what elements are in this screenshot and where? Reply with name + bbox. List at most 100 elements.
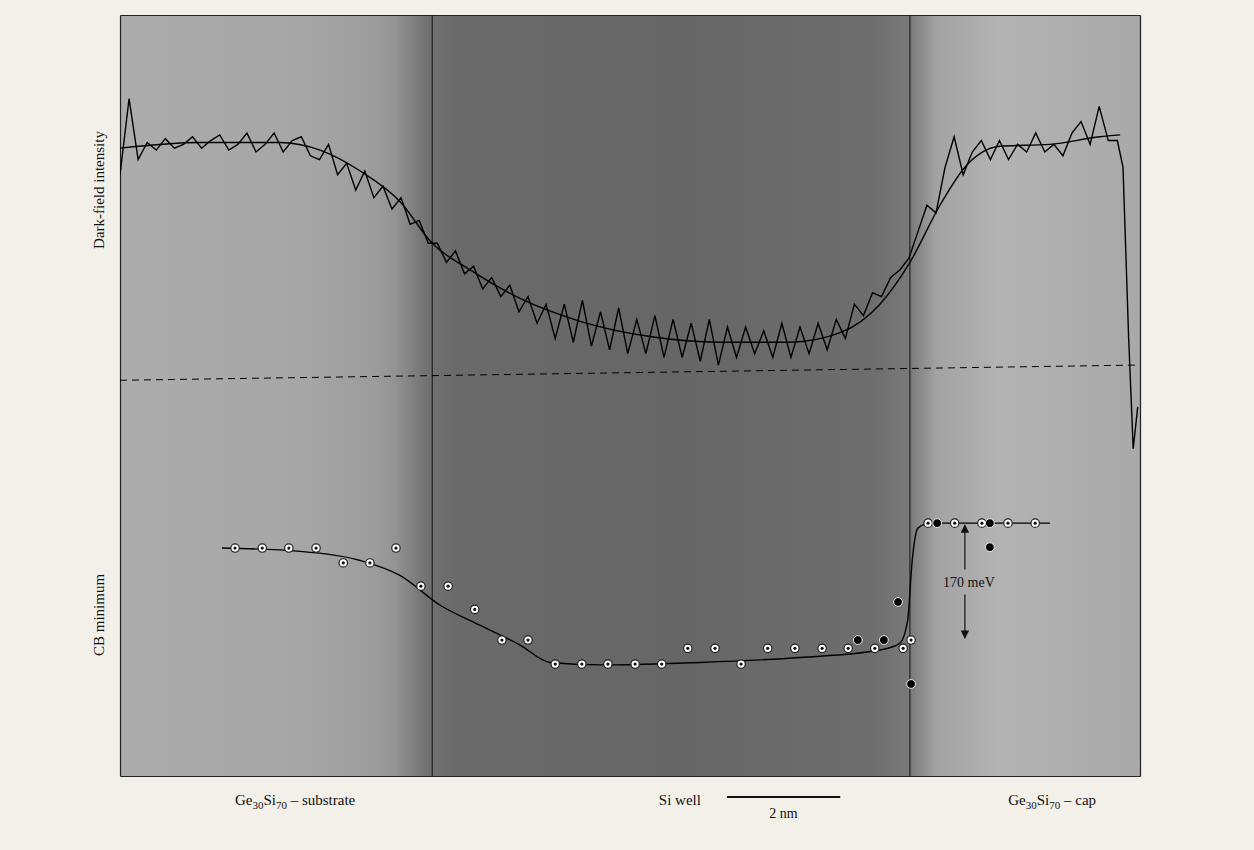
region-label: Ge30Si70 – substrate bbox=[235, 792, 356, 811]
open-marker bbox=[366, 559, 374, 567]
chart: Dark-field intensityCB minimumGe30Si70 –… bbox=[0, 0, 1254, 850]
open-marker bbox=[524, 636, 532, 644]
open-marker bbox=[951, 519, 959, 527]
open-marker-center bbox=[554, 662, 557, 665]
open-marker-center bbox=[580, 662, 583, 665]
curve bbox=[120, 135, 1120, 342]
open-marker-center bbox=[419, 585, 422, 588]
open-marker bbox=[471, 605, 479, 613]
x-axis-top-line bbox=[121, 15, 1141, 16]
open-marker bbox=[791, 644, 799, 652]
open-marker bbox=[231, 544, 239, 552]
open-marker bbox=[498, 636, 506, 644]
open-marker bbox=[258, 544, 266, 552]
open-marker-center bbox=[526, 638, 529, 641]
axis-title: CB minimum bbox=[91, 574, 107, 656]
text-part: 70 bbox=[1049, 799, 1061, 811]
open-marker bbox=[658, 660, 666, 668]
open-marker bbox=[684, 644, 692, 652]
filled-marker bbox=[933, 519, 942, 528]
scale-bar-label: 2 nm bbox=[769, 806, 798, 821]
text-part: 70 bbox=[276, 799, 288, 811]
open-marker bbox=[604, 660, 612, 668]
open-marker bbox=[907, 636, 915, 644]
open-marker-center bbox=[953, 522, 956, 525]
text-part: Si well bbox=[659, 792, 701, 808]
open-marker-center bbox=[287, 546, 290, 549]
open-marker bbox=[631, 660, 639, 668]
region-label: Ge30Si70 – cap bbox=[1008, 792, 1096, 811]
open-marker bbox=[818, 644, 826, 652]
baseline-line bbox=[120, 365, 1138, 380]
open-marker bbox=[312, 544, 320, 552]
open-marker bbox=[392, 544, 400, 552]
y2-axis bbox=[1140, 16, 1141, 777]
y2-axis-line bbox=[1140, 16, 1141, 777]
open-marker bbox=[1004, 519, 1012, 527]
open-marker-center bbox=[902, 647, 905, 650]
open-marker bbox=[844, 644, 852, 652]
open-marker bbox=[444, 582, 452, 590]
marker-group bbox=[231, 519, 1040, 668]
open-marker-center bbox=[447, 585, 450, 588]
open-marker-center bbox=[980, 522, 983, 525]
open-marker-center bbox=[713, 647, 716, 650]
filled-marker bbox=[907, 680, 916, 689]
region-label: Si well bbox=[659, 792, 701, 808]
open-marker bbox=[417, 582, 425, 590]
open-marker-center bbox=[634, 662, 637, 665]
x-axis bbox=[121, 776, 1141, 777]
filled-marker bbox=[894, 598, 903, 607]
filled-marker bbox=[985, 519, 994, 528]
text-part: Ge bbox=[1008, 792, 1026, 808]
marker-group bbox=[853, 519, 994, 689]
open-marker bbox=[578, 660, 586, 668]
filled-marker bbox=[985, 543, 994, 552]
open-marker bbox=[899, 644, 907, 652]
micrograph-background bbox=[120, 15, 1140, 776]
open-marker bbox=[978, 519, 986, 527]
open-marker bbox=[551, 660, 559, 668]
text-part: – substrate bbox=[287, 792, 356, 808]
text-part: Ge bbox=[235, 792, 253, 808]
open-marker bbox=[871, 644, 879, 652]
text-part: – cap bbox=[1060, 792, 1096, 808]
open-marker bbox=[924, 519, 932, 527]
text-part: Si bbox=[1037, 792, 1050, 808]
plot-marks bbox=[120, 15, 1138, 776]
open-marker-center bbox=[394, 546, 397, 549]
open-marker-center bbox=[821, 647, 824, 650]
open-marker-center bbox=[500, 638, 503, 641]
open-marker bbox=[1031, 519, 1039, 527]
x-axis-top bbox=[121, 15, 1141, 16]
open-marker-center bbox=[1034, 522, 1037, 525]
open-marker-center bbox=[342, 561, 345, 564]
open-marker-center bbox=[739, 662, 742, 665]
open-marker-center bbox=[261, 546, 264, 549]
open-marker-center bbox=[686, 647, 689, 650]
open-marker-center bbox=[233, 546, 236, 549]
open-marker-center bbox=[1006, 522, 1009, 525]
open-marker-center bbox=[873, 647, 876, 650]
open-marker bbox=[339, 559, 347, 567]
step-arrow bbox=[964, 595, 965, 638]
open-marker-center bbox=[766, 647, 769, 650]
open-marker-center bbox=[660, 662, 663, 665]
open-marker-center bbox=[926, 522, 929, 525]
open-marker bbox=[285, 544, 293, 552]
open-marker-center bbox=[606, 662, 609, 665]
axis-title: Dark-field intensity bbox=[91, 131, 107, 249]
open-marker-center bbox=[314, 546, 317, 549]
open-marker-center bbox=[909, 638, 912, 641]
curve bbox=[120, 99, 1138, 449]
text-part: Si bbox=[263, 792, 276, 808]
y-axis-line bbox=[120, 16, 121, 777]
text-part: 30 bbox=[1026, 799, 1038, 811]
open-marker-center bbox=[368, 561, 371, 564]
open-marker bbox=[711, 644, 719, 652]
step-arrow bbox=[964, 525, 965, 569]
open-marker-center bbox=[473, 608, 476, 611]
interface-line bbox=[432, 15, 433, 776]
filled-marker bbox=[853, 636, 862, 645]
x-axis-line bbox=[121, 776, 1141, 777]
